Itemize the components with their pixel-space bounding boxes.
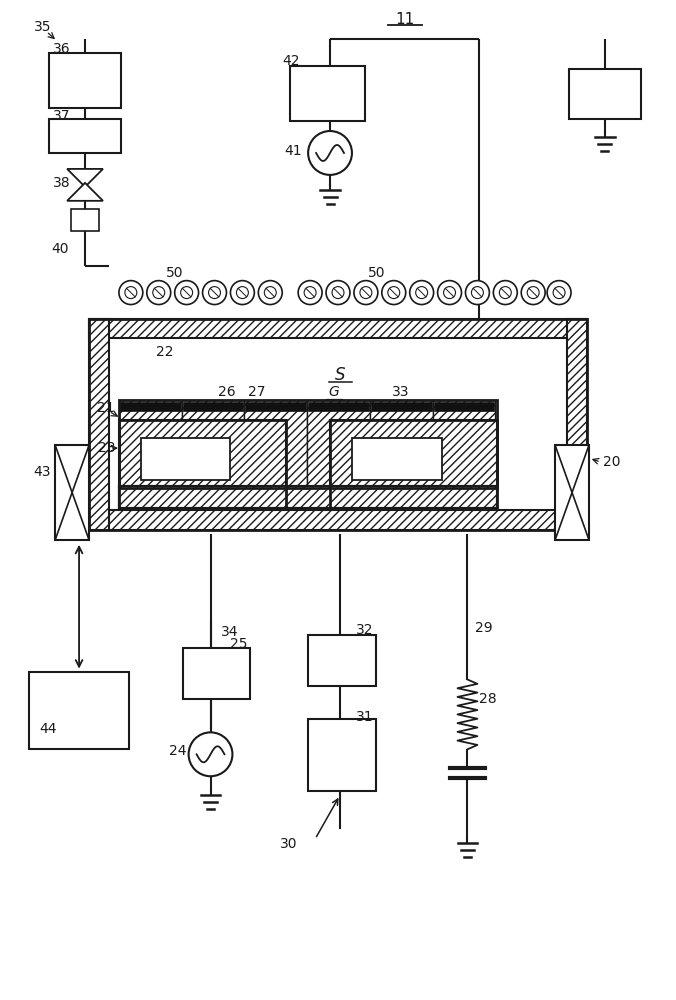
Bar xyxy=(183,402,243,411)
Circle shape xyxy=(437,281,462,305)
Bar xyxy=(120,402,180,411)
Circle shape xyxy=(466,281,489,305)
Circle shape xyxy=(231,281,254,305)
Text: 30: 30 xyxy=(281,837,297,851)
Bar xyxy=(119,400,498,488)
Text: 32: 32 xyxy=(356,623,373,637)
Bar xyxy=(352,438,441,480)
Bar xyxy=(307,400,370,488)
Circle shape xyxy=(354,281,378,305)
Bar xyxy=(89,319,109,530)
Text: 24: 24 xyxy=(169,744,186,758)
Text: S: S xyxy=(335,366,345,384)
Text: 11: 11 xyxy=(395,12,414,27)
Text: 22: 22 xyxy=(155,345,173,359)
Text: 41: 41 xyxy=(284,144,302,158)
Text: 23: 23 xyxy=(98,441,116,455)
Circle shape xyxy=(203,281,226,305)
Text: 44: 44 xyxy=(39,722,57,736)
Circle shape xyxy=(174,281,199,305)
Circle shape xyxy=(521,281,545,305)
Text: 43: 43 xyxy=(33,465,51,479)
Circle shape xyxy=(119,281,143,305)
Bar xyxy=(330,420,498,508)
Bar xyxy=(290,66,365,121)
Text: 34: 34 xyxy=(220,625,238,639)
Bar xyxy=(433,400,496,488)
Bar xyxy=(119,420,286,508)
Bar xyxy=(308,719,376,791)
Bar xyxy=(29,672,129,749)
Text: 36: 36 xyxy=(53,42,71,56)
Polygon shape xyxy=(67,183,103,201)
Circle shape xyxy=(298,281,322,305)
Bar xyxy=(89,319,587,338)
Bar xyxy=(433,402,494,411)
Circle shape xyxy=(258,281,283,305)
Text: 38: 38 xyxy=(53,176,71,190)
Bar xyxy=(119,486,498,508)
Bar xyxy=(245,400,307,488)
Circle shape xyxy=(382,281,406,305)
Bar xyxy=(49,53,121,108)
Bar xyxy=(371,402,431,411)
Bar xyxy=(569,69,641,119)
Polygon shape xyxy=(67,169,103,187)
Bar xyxy=(119,400,182,488)
Bar xyxy=(308,635,376,686)
Text: 20: 20 xyxy=(603,455,621,469)
Bar xyxy=(119,420,286,508)
Bar xyxy=(370,400,433,488)
Text: 40: 40 xyxy=(51,242,69,256)
Bar xyxy=(141,438,231,480)
Text: 42: 42 xyxy=(283,54,299,68)
Circle shape xyxy=(493,281,517,305)
Circle shape xyxy=(147,281,171,305)
Bar xyxy=(308,402,369,411)
Bar xyxy=(182,400,245,488)
Text: 50: 50 xyxy=(166,266,183,280)
Text: 50: 50 xyxy=(368,266,385,280)
Bar xyxy=(330,420,498,508)
Text: 29: 29 xyxy=(475,621,493,635)
Text: 21: 21 xyxy=(97,401,115,415)
Text: 33: 33 xyxy=(392,385,409,399)
Circle shape xyxy=(326,281,350,305)
Circle shape xyxy=(308,131,352,175)
Bar xyxy=(567,319,587,530)
Text: G: G xyxy=(328,385,339,399)
Text: 26: 26 xyxy=(218,385,236,399)
Bar xyxy=(89,319,587,530)
Text: 37: 37 xyxy=(53,109,71,123)
Bar xyxy=(55,445,89,540)
Circle shape xyxy=(547,281,571,305)
Circle shape xyxy=(189,732,233,776)
Text: 27: 27 xyxy=(248,385,266,399)
Circle shape xyxy=(410,281,433,305)
Text: 31: 31 xyxy=(356,710,374,724)
Bar xyxy=(119,486,498,508)
Text: 25: 25 xyxy=(231,637,248,651)
Bar xyxy=(183,648,250,699)
Bar xyxy=(71,209,99,231)
Text: 28: 28 xyxy=(479,692,497,706)
Bar xyxy=(245,402,306,411)
Bar xyxy=(89,510,587,530)
Bar xyxy=(555,445,589,540)
Text: 35: 35 xyxy=(34,20,52,34)
Bar xyxy=(49,119,121,153)
